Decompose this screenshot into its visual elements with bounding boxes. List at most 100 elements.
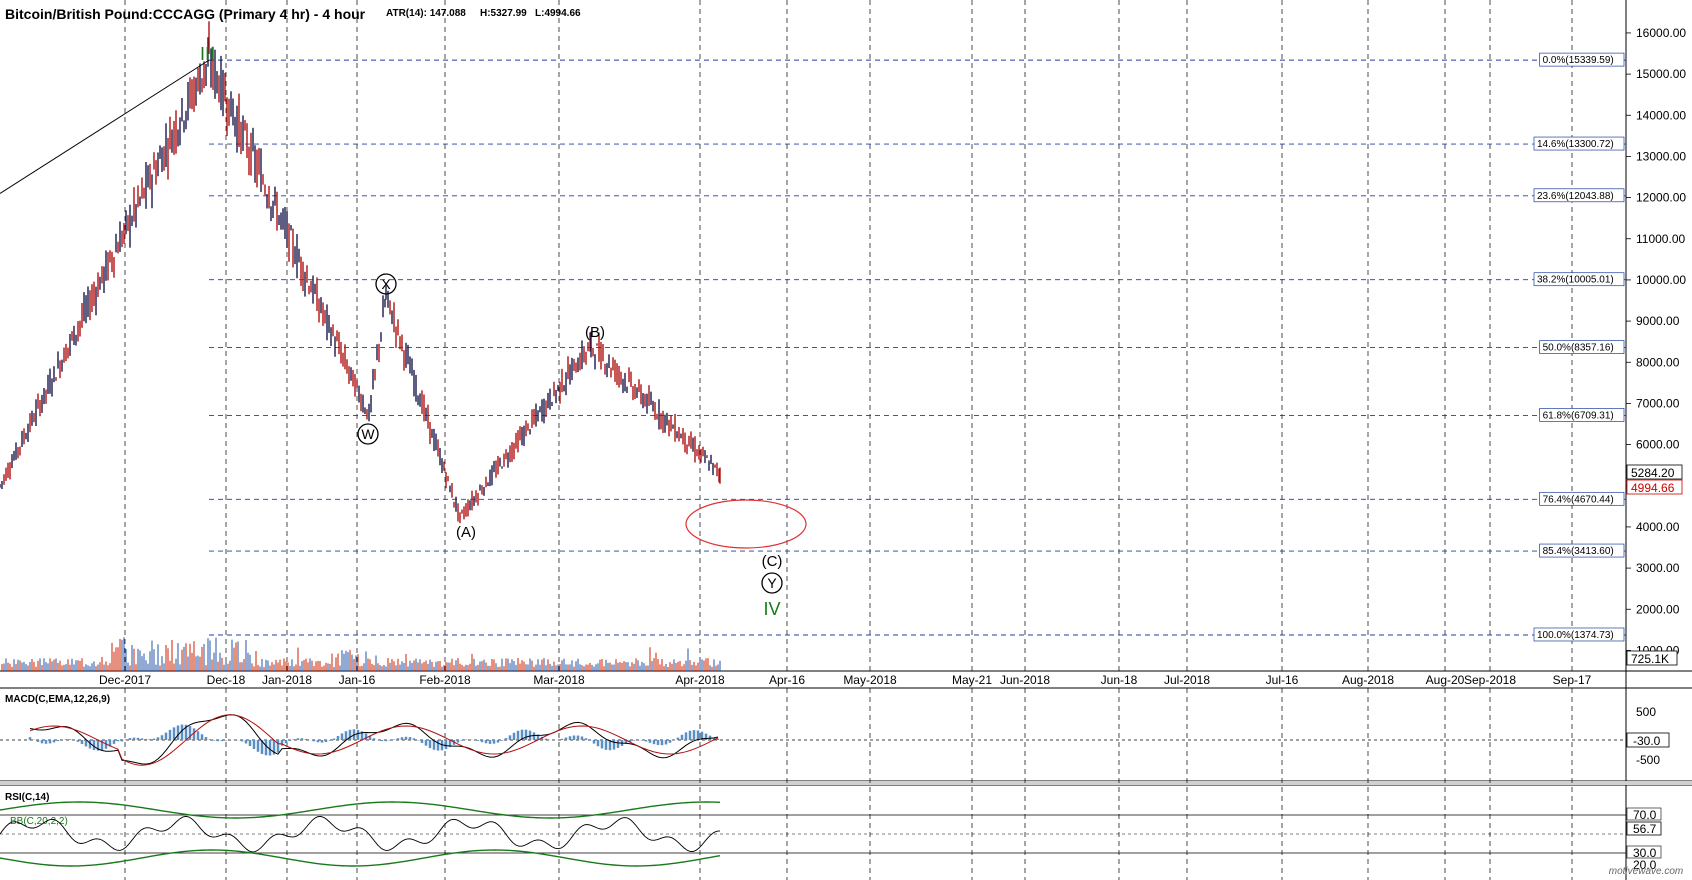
rsi-line [0,815,721,853]
rsi-bb-upper [0,801,721,819]
fib-level-label: 100.0%(1374.73) [1537,630,1614,641]
price-tick-label: 4000.00 [1636,520,1680,534]
rsi-tick-30: 30.0 [1633,846,1657,860]
wave-iii-trendline [0,59,210,194]
price-tick-label: 13000.00 [1636,149,1686,163]
macd-value-tag [1626,732,1670,748]
rsi-current-value: 56.7 [1633,822,1657,836]
fib-level-label: 38.2%(10005.01) [1537,275,1614,286]
fib-level-label: 14.6%(13300.72) [1537,139,1614,150]
fib-level-label-box [1533,627,1625,642]
rsi-70-tag [1626,807,1662,821]
wave-label-c: (C) [762,553,783,570]
atr-readout: ATR(14): 147.088 [386,8,466,19]
low-readout: L:4994.66 [535,8,581,19]
time-tick-label: Jan-2018 [262,673,312,687]
fib-level-label-box [1533,136,1625,151]
wave-label-a: (A) [456,524,476,541]
price-tick-label: 12000.00 [1636,191,1686,205]
fib-level-label: 0.0%(15339.59) [1543,55,1614,66]
fib-level-label: 61.8%(6709.31) [1543,410,1614,421]
macd-signal-line [29,714,719,766]
time-tick-label: Dec-18 [207,673,246,687]
wave-circle-w [357,423,379,445]
wave-label-iii: III [200,44,215,64]
last-close-value: 4994.66 [1631,481,1675,495]
candles [0,21,721,524]
fib-level-label: 23.6%(12043.88) [1537,191,1614,202]
price-tick-label: 11000.00 [1636,232,1685,246]
time-tick-label: Feb-2018 [419,673,471,687]
target-zone-ellipse [685,499,807,549]
macd-title: MACD(C,EMA,12,26,9) [5,694,110,705]
volume-value: 725.1K [1631,652,1669,666]
current-price-tag [1626,464,1683,480]
price-tick-label: 16000.00 [1636,26,1686,40]
rsi-title: RSI(C,14) [5,792,49,803]
macd-plot [28,714,720,766]
fib-level-label: 76.4%(4670.44) [1543,494,1614,505]
rsi-plot [0,801,721,867]
fib-level-label-box [1539,408,1625,422]
rsi-tick-20: 20.0 [1633,858,1657,872]
price-tick-label: 8000.00 [1636,355,1680,369]
price-tick-label: 15000.00 [1636,67,1686,81]
watermark: motivewave.com [1609,866,1683,877]
fib-level-label-box [1539,543,1625,558]
fib-level-label-box [1539,52,1625,67]
rsi-bb-label: BB(C,20,2,2) [10,816,68,827]
time-tick-label: Aug-2018 [1342,673,1394,687]
rsi-bb-lower [0,849,721,867]
macd-tick-neg500: -500 [1636,753,1660,767]
chart-title: Bitcoin/British Pound:CCCAGG (Primary 4 … [5,6,366,22]
time-tick-label: May-2018 [843,673,897,687]
wave-label-w: W [361,426,375,442]
fib-levels: 0.0%(15339.59) 14.6%(13300.72) 23.6%(12043… [209,52,1626,642]
wave-label-x: X [381,276,391,292]
time-tick-label: Apr-2018 [675,673,725,687]
wave-circle-y [761,572,783,594]
price-tick-label: 14000.00 [1636,108,1686,122]
price-tick-label: 7000.00 [1636,396,1680,410]
macd-tick-500: 500 [1636,705,1656,719]
wave-label-b: (B) [585,324,605,341]
price-tick-label: 2000.00 [1636,602,1680,616]
time-tick-label: May-21 [952,673,992,687]
fib-level-label-box [1539,340,1625,354]
fib-level-label: 50.0%(8357.16) [1543,343,1614,354]
macd-line [29,714,719,765]
current-price-value: 5284.20 [1631,466,1675,480]
time-tick-label: Jun-2018 [1000,673,1050,687]
wave-label-y: Y [767,575,777,591]
time-axis: Dec-2017 Dec-18 Jan-2018 Jan-16 Feb-2018 Mar-… [99,673,1592,687]
volume-bars [1,637,721,671]
rsi-tick-70: 70.0 [1633,808,1657,822]
price-panel-frame [0,0,1626,671]
rsi-value-tag [1626,821,1662,836]
fib-level-label-box [1533,272,1625,287]
time-tick-label: Sep-2018 [1464,673,1516,687]
fib-level-label-box [1533,188,1625,203]
last-close-tag [1626,479,1683,495]
panel-separator [0,781,1692,785]
high-readout: H:5327.99 [480,8,527,19]
vertical-grid [124,0,1573,880]
fib-level-label-box [1539,491,1625,506]
time-tick-label: Jul-2018 [1164,673,1210,687]
time-tick-label: Jul-16 [1266,673,1299,687]
time-tick-label: Dec-2017 [99,673,151,687]
wave-circle-x [375,273,397,295]
price-tick-label: 10000.00 [1636,273,1686,287]
time-tick-label: Jun-18 [1101,673,1138,687]
price-tick-label: 3000.00 [1636,561,1680,575]
time-tick-label: Mar-2018 [533,673,585,687]
macd-current-value: -30.0 [1633,734,1661,748]
time-tick-label: Sep-17 [1553,673,1592,687]
volume-tag [1626,650,1678,666]
time-tick-label: Aug-20 [1426,673,1465,687]
time-tick-label: Jan-16 [339,673,376,687]
rsi-30-tag [1626,845,1662,859]
price-axis: 1000.002000.003000.004000.005000.006000.… [1626,26,1686,657]
wave-label-iv: IV [763,599,780,619]
fib-level-label: 85.4%(3413.60) [1543,546,1614,557]
